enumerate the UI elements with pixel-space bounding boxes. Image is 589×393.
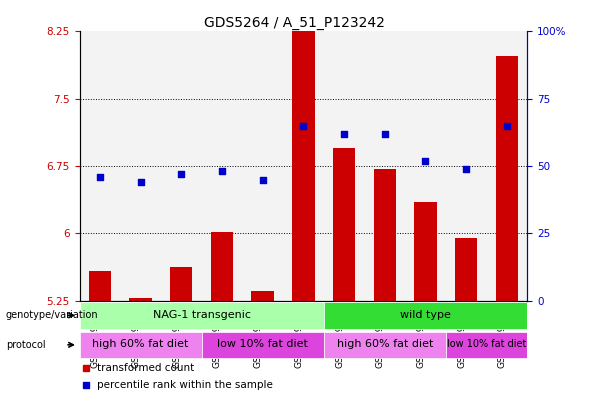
Bar <box>333 148 355 301</box>
Point <box>136 179 145 185</box>
Text: high 60% fat diet: high 60% fat diet <box>92 339 188 349</box>
Bar <box>283 31 324 301</box>
Text: transformed count: transformed count <box>97 363 195 373</box>
Text: low 10% fat diet: low 10% fat diet <box>447 339 526 349</box>
Bar <box>201 31 242 301</box>
Text: high 60% fat diet: high 60% fat diet <box>336 339 433 349</box>
Bar <box>495 56 518 301</box>
Bar <box>161 31 201 301</box>
Text: protocol: protocol <box>6 340 45 350</box>
Point <box>299 123 308 129</box>
Bar <box>211 231 233 301</box>
Bar <box>120 31 161 301</box>
Text: percentile rank within the sample: percentile rank within the sample <box>97 380 273 389</box>
Bar <box>80 31 120 301</box>
Point <box>421 158 430 164</box>
Text: NAG-1 transgenic: NAG-1 transgenic <box>153 310 250 320</box>
Bar <box>324 302 527 329</box>
Bar <box>405 31 446 301</box>
Bar <box>365 31 405 301</box>
Bar <box>373 169 396 301</box>
Bar <box>201 332 324 358</box>
Point <box>461 165 471 172</box>
Point <box>258 176 267 183</box>
Bar <box>324 31 365 301</box>
Bar <box>80 302 324 329</box>
Point <box>217 168 227 174</box>
Text: GDS5264 / A_51_P123242: GDS5264 / A_51_P123242 <box>204 16 385 30</box>
Point <box>177 171 186 177</box>
Bar <box>292 22 315 301</box>
Bar <box>446 31 487 301</box>
Point <box>502 123 511 129</box>
Bar <box>80 332 201 358</box>
Bar <box>446 332 527 358</box>
Bar <box>242 31 283 301</box>
Bar <box>487 31 527 301</box>
Bar <box>324 332 446 358</box>
Bar <box>455 238 477 301</box>
Point <box>339 130 349 137</box>
Text: genotype/variation: genotype/variation <box>6 310 98 320</box>
Bar <box>170 268 193 301</box>
Text: low 10% fat diet: low 10% fat diet <box>217 339 308 349</box>
Bar <box>89 271 111 301</box>
Point <box>380 130 389 137</box>
Text: wild type: wild type <box>400 310 451 320</box>
Point <box>95 174 105 180</box>
Bar <box>130 298 152 301</box>
Bar <box>414 202 436 301</box>
Bar <box>252 291 274 301</box>
